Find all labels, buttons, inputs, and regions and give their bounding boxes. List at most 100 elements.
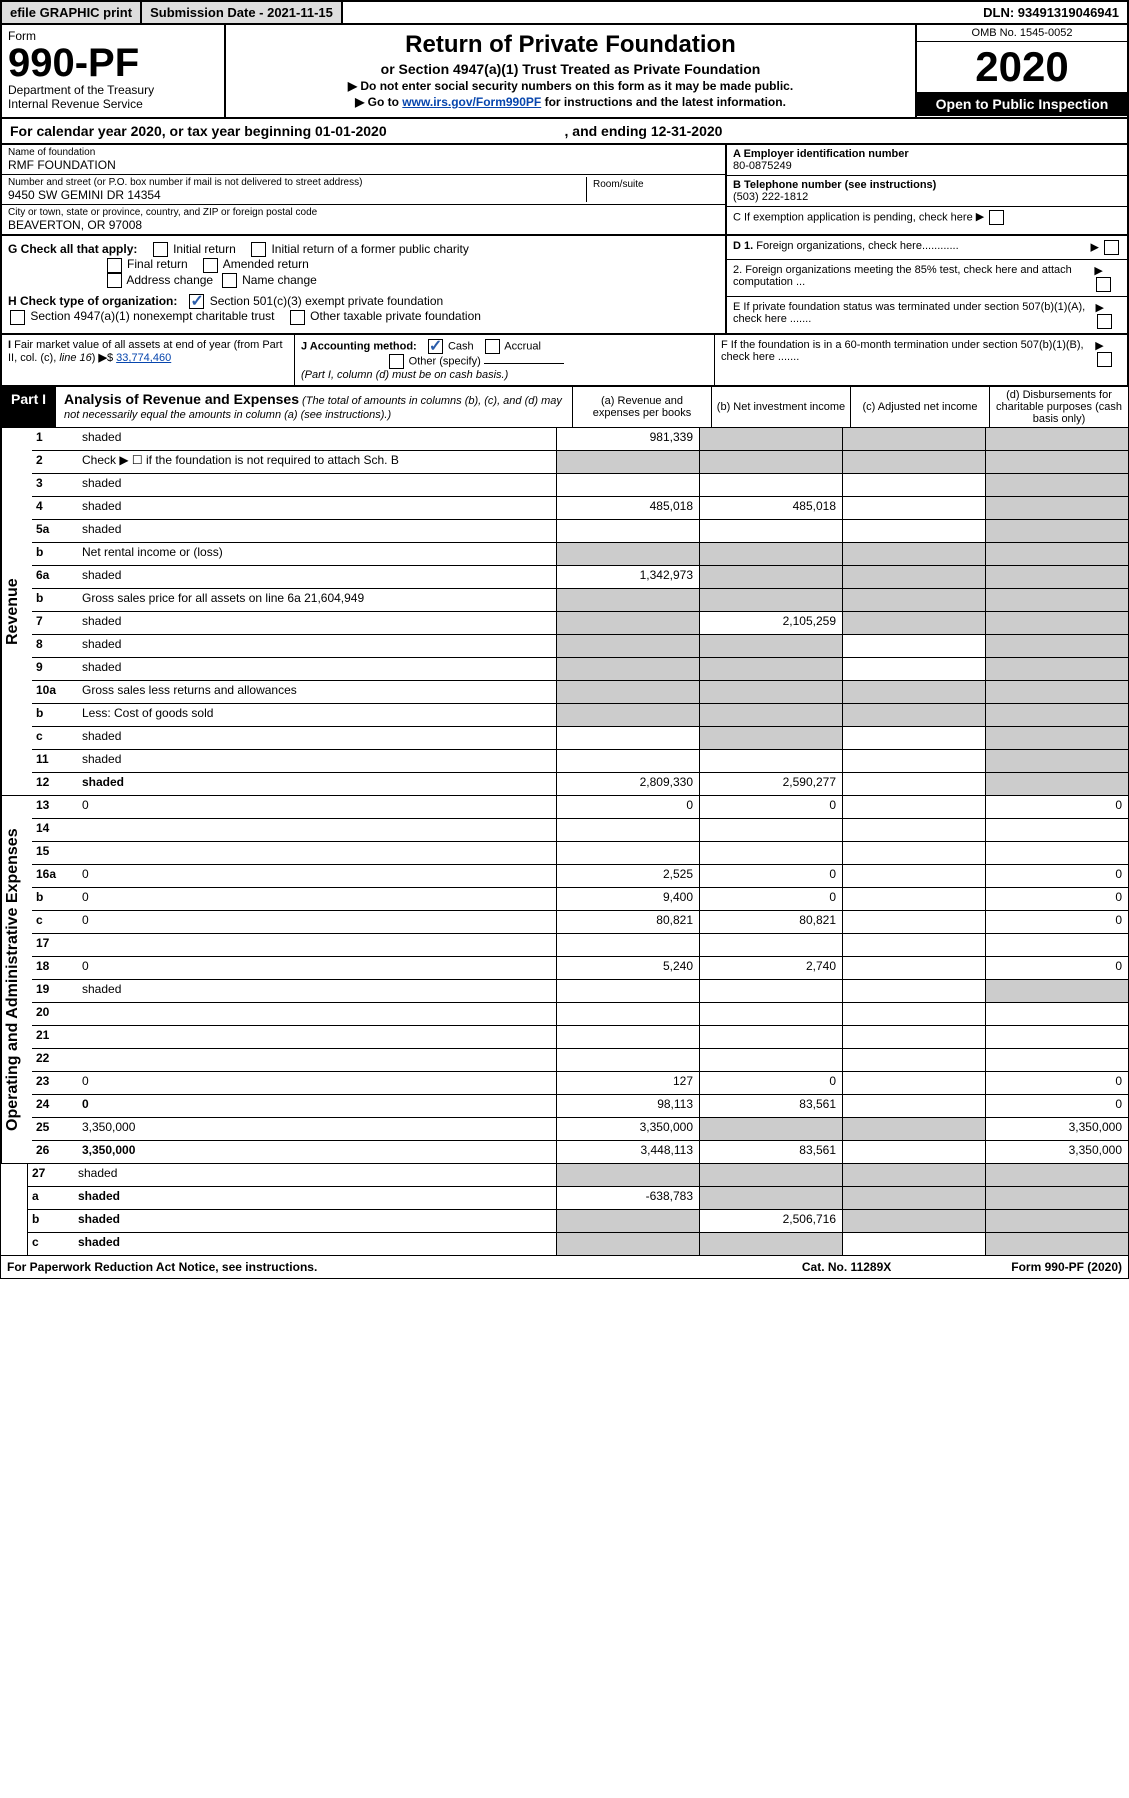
exemption-checkbox[interactable] [989, 210, 1004, 225]
h-label: H Check type of organization: [8, 294, 177, 308]
part1-title: Analysis of Revenue and Expenses (The to… [56, 387, 572, 427]
f-checkbox[interactable] [1097, 352, 1112, 367]
cell-d [985, 1164, 1128, 1186]
other-taxable-checkbox[interactable] [290, 310, 305, 325]
table-row: bGross sales price for all assets on lin… [32, 589, 1128, 612]
d1-checkbox[interactable] [1104, 240, 1119, 255]
initial-former-checkbox[interactable] [251, 242, 266, 257]
row-description: 3,350,000 [78, 1141, 556, 1163]
table-row: 20 [32, 1003, 1128, 1026]
cell-c [842, 543, 985, 565]
cell-a [556, 750, 699, 772]
4947a1-checkbox[interactable] [10, 310, 25, 325]
row-number: b [32, 543, 78, 565]
instructions-link[interactable]: www.irs.gov/Form990PF [402, 95, 541, 109]
net-section: 27shadedashaded-638,783bshaded2,506,716c… [0, 1164, 1129, 1256]
row-description [78, 934, 556, 956]
foundation-name: RMF FOUNDATION [8, 158, 719, 172]
cell-a: 9,400 [556, 888, 699, 910]
year-end: , and ending 12-31-2020 [565, 123, 1120, 139]
fmv-link[interactable]: 33,774,460 [116, 352, 171, 364]
row-number: 11 [32, 750, 78, 772]
cell-a [556, 474, 699, 496]
cell-b [699, 934, 842, 956]
cell-b [699, 428, 842, 450]
amended-return-checkbox[interactable] [203, 258, 218, 273]
cell-d: 0 [985, 865, 1128, 887]
phone-value: (503) 222-1812 [733, 191, 1121, 203]
table-row: 27shaded [28, 1164, 1128, 1187]
cell-b: 2,590,277 [699, 773, 842, 795]
table-row: 1805,2402,7400 [32, 957, 1128, 980]
table-row: 14 [32, 819, 1128, 842]
room-label: Room/suite [593, 179, 713, 190]
cell-b: 2,740 [699, 957, 842, 979]
other-method-checkbox[interactable] [389, 354, 404, 369]
cell-d [985, 428, 1128, 450]
cell-c [842, 1118, 985, 1140]
cell-c [842, 681, 985, 703]
entity-right: A Employer identification number 80-0875… [725, 145, 1127, 234]
accrual-checkbox[interactable] [485, 339, 500, 354]
501c3-checkbox[interactable] [189, 294, 204, 309]
row-number: 5a [32, 520, 78, 542]
cell-a: 1,342,973 [556, 566, 699, 588]
row-number: 24 [32, 1095, 78, 1117]
row-number: b [32, 704, 78, 726]
cell-d [985, 635, 1128, 657]
year-begin: For calendar year 2020, or tax year begi… [10, 123, 565, 139]
table-row: cshaded [32, 727, 1128, 750]
cell-a [556, 658, 699, 680]
cell-a [556, 1026, 699, 1048]
cell-c [842, 934, 985, 956]
row-description [78, 1026, 556, 1048]
city-label: City or town, state or province, country… [8, 207, 719, 218]
cell-a [556, 681, 699, 703]
cell-a [556, 1003, 699, 1025]
row-number: 19 [32, 980, 78, 1002]
table-row: 253,350,0003,350,0003,350,000 [32, 1118, 1128, 1141]
cell-b [699, 635, 842, 657]
cell-d: 0 [985, 796, 1128, 818]
row-description: Check ▶ ☐ if the foundation is not requi… [78, 451, 556, 473]
row-description: shaded [78, 658, 556, 680]
row-description: Gross sales less returns and allowances [78, 681, 556, 703]
row-number: b [32, 888, 78, 910]
cell-b [699, 566, 842, 588]
table-row: bshaded2,506,716 [28, 1210, 1128, 1233]
tax-year: 2020 [917, 42, 1127, 92]
irs: Internal Revenue Service [8, 97, 218, 111]
cell-d [985, 1049, 1128, 1071]
cell-c [842, 1049, 985, 1071]
row-description: 0 [78, 1095, 556, 1117]
table-row: 6ashaded1,342,973 [32, 566, 1128, 589]
row-number: 7 [32, 612, 78, 634]
addr-label: Number and street (or P.O. box number if… [8, 177, 586, 188]
dln: DLN: 93491319046941 [975, 2, 1127, 23]
cell-c [842, 474, 985, 496]
table-row: 10aGross sales less returns and allowanc… [32, 681, 1128, 704]
cell-d [985, 1187, 1128, 1209]
cell-c [842, 911, 985, 933]
name-label: Name of foundation [8, 147, 719, 158]
table-row: 263,350,0003,448,11383,5613,350,000 [32, 1141, 1128, 1163]
name-change-checkbox[interactable] [222, 273, 237, 288]
table-row: c080,82180,8210 [32, 911, 1128, 934]
cell-a: 127 [556, 1072, 699, 1094]
address-change-checkbox[interactable] [107, 273, 122, 288]
d2-checkbox[interactable] [1096, 277, 1111, 292]
col-a-head: (a) Revenue and expenses per books [572, 387, 711, 427]
row-description: 0 [78, 957, 556, 979]
cash-checkbox[interactable] [428, 339, 443, 354]
efile-badge[interactable]: efile GRAPHIC print [2, 2, 142, 23]
e-checkbox[interactable] [1097, 314, 1112, 329]
initial-return-checkbox[interactable] [153, 242, 168, 257]
row-description: Less: Cost of goods sold [78, 704, 556, 726]
cell-c [842, 773, 985, 795]
final-return-checkbox[interactable] [107, 258, 122, 273]
part1-label: Part I [1, 387, 56, 427]
oae-side-label: Operating and Administrative Expenses [1, 796, 32, 1163]
checks-left: G Check all that apply: Initial return I… [2, 236, 725, 333]
cell-a [556, 589, 699, 611]
open-public: Open to Public Inspection [917, 92, 1127, 116]
